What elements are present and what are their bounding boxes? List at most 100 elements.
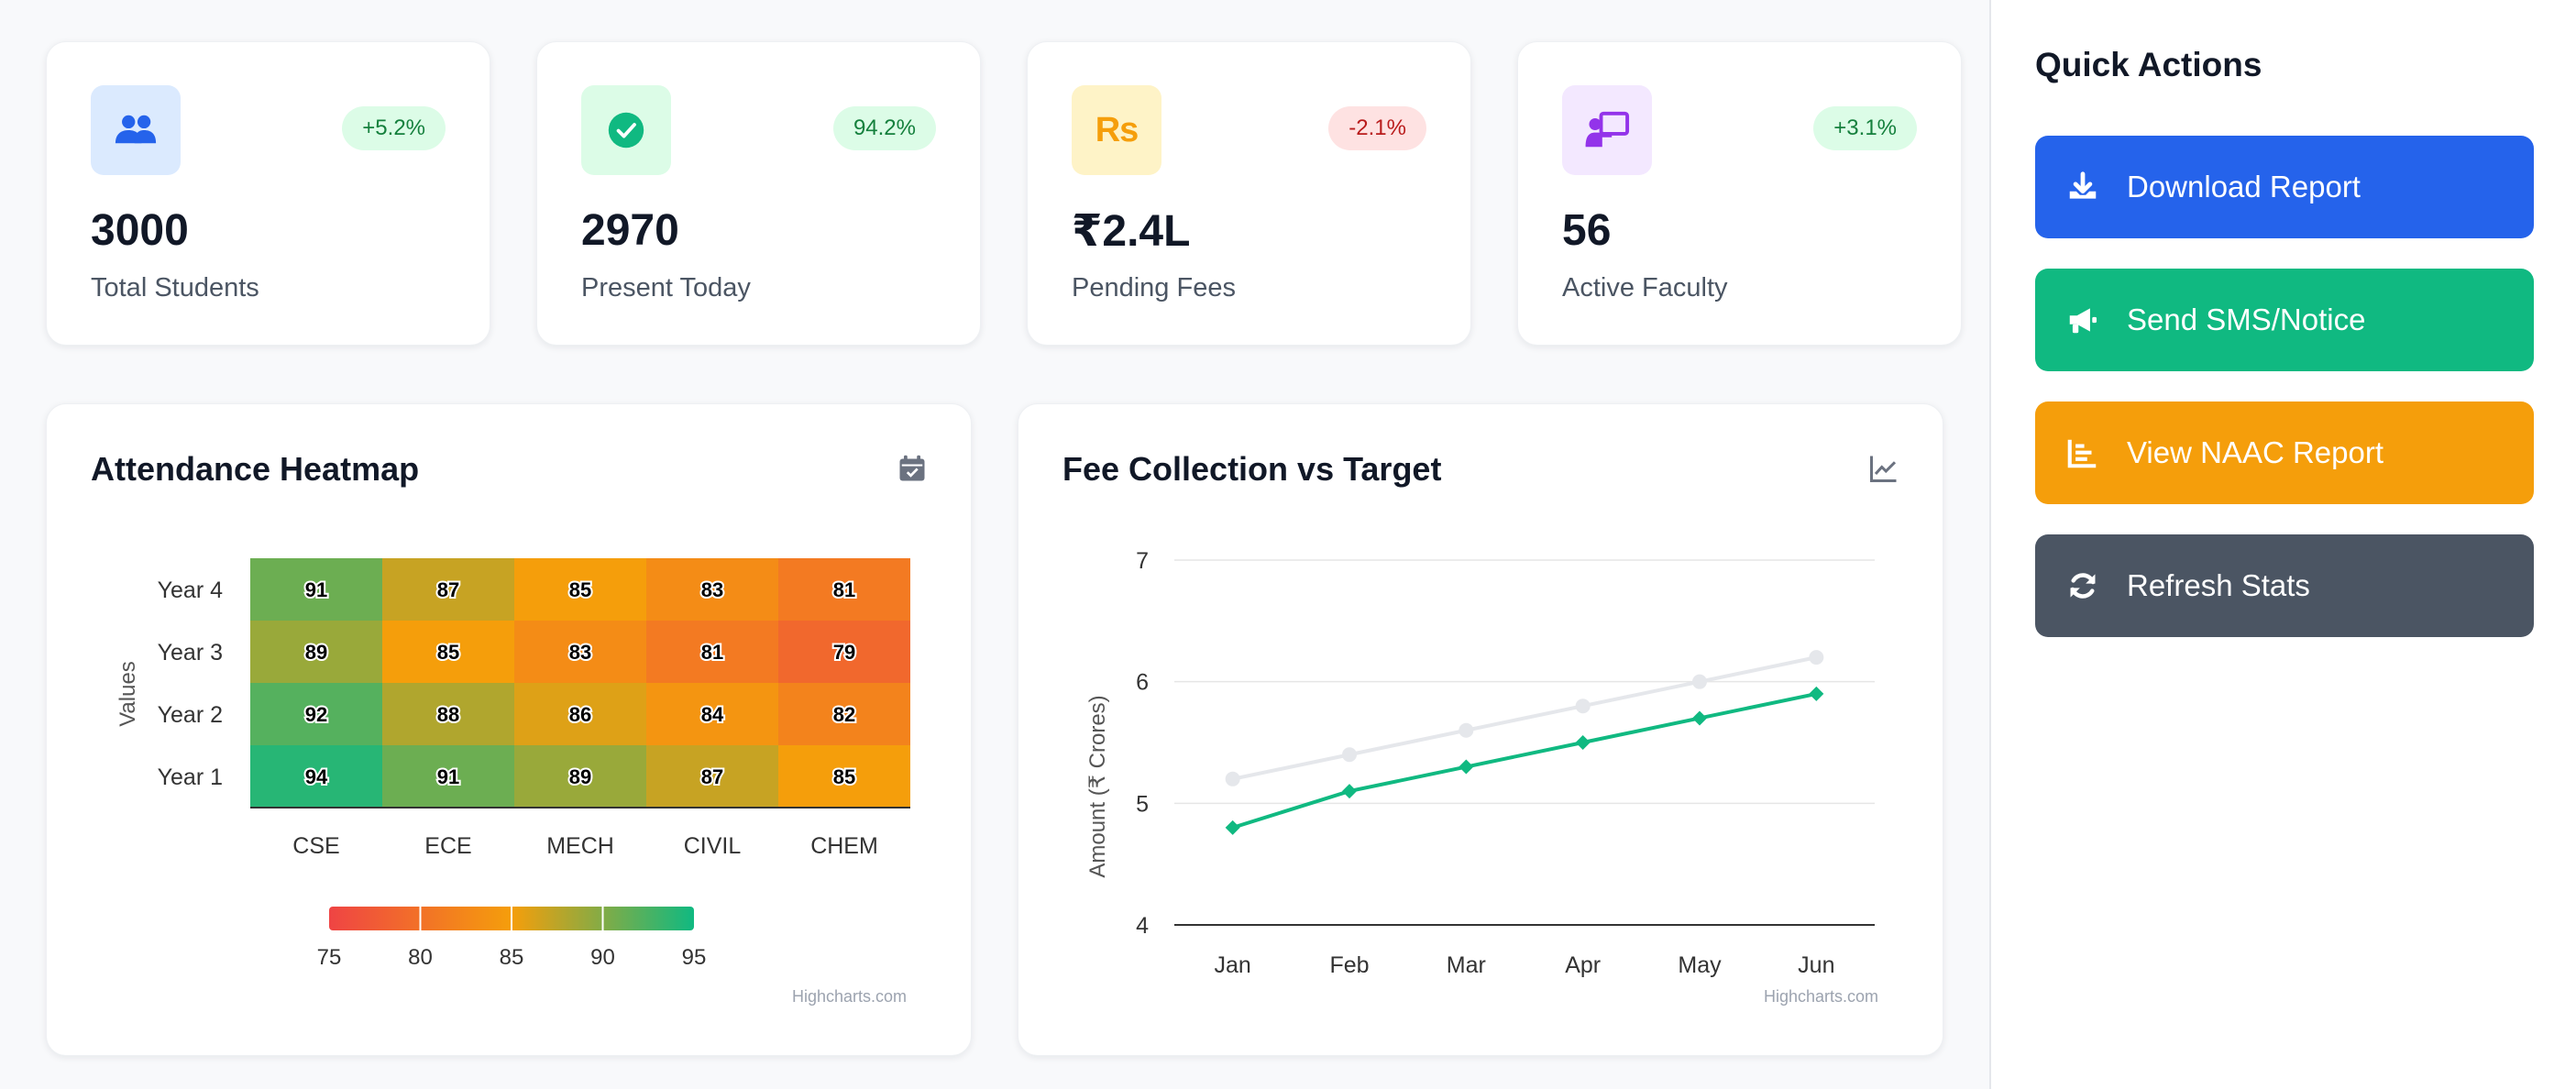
heatmap-x-tick-label: CIVIL	[684, 833, 742, 859]
heatmap-data-label: 91	[305, 578, 327, 601]
heatmap-cell	[382, 621, 514, 683]
fee-point-collection	[1692, 710, 1707, 726]
attendance-heatmap-card: Attendance Heatmap 94 91 89 87 85 Year 1 92 88 8…	[46, 403, 972, 1056]
heatmap-data-label: 82	[833, 703, 855, 726]
heatmap-data-label: 79	[833, 641, 855, 664]
heatmap-y-axis-title: Values	[116, 661, 140, 727]
stat-card: +3.1% 56 Active Faculty	[1517, 41, 1962, 346]
fee-y-tick-label: 6	[1136, 670, 1149, 696]
heatmap-legend-label: 80	[408, 945, 433, 970]
stat-label: Total Students	[91, 273, 259, 302]
download-icon	[2063, 167, 2103, 207]
rupee-icon: Rs	[1072, 85, 1161, 175]
quick-action-refresh-stats-button[interactable]: Refresh Stats	[2035, 534, 2534, 637]
fee-chart-credit[interactable]: Highcharts.com	[1763, 987, 1878, 1006]
heatmap-y-tick-label: Year 3	[158, 640, 223, 666]
heatmap-data-label: 89	[569, 765, 591, 788]
rupee-glyph: Rs	[1095, 110, 1139, 149]
quick-action-view-naac-report-button[interactable]: View NAAC Report	[2035, 402, 2534, 504]
fee-x-tick-label: Apr	[1565, 952, 1601, 978]
fee-line-chart: 4 5 6 7 Jan Feb Mar Apr May Jun Amount (₹ Crores)	[1085, 548, 1875, 978]
heatmap-cell	[514, 558, 646, 621]
stat-label: Active Faculty	[1562, 273, 1728, 302]
fee-series-line-collection	[1232, 691, 1817, 830]
calendar-check-icon[interactable]	[896, 452, 929, 485]
heatmap-cell	[250, 558, 382, 621]
stat-value: ₹2.4L	[1072, 207, 1191, 256]
heatmap-data-label: 85	[569, 578, 591, 601]
heatmap-cell	[250, 683, 382, 745]
fee-point-target	[1342, 747, 1357, 763]
users-icon	[91, 85, 181, 175]
stat-value: 56	[1562, 206, 1612, 255]
fee-collection-card: Fee Collection vs Target 4 5 6 7 Jan Feb Mar Ap…	[1018, 403, 1943, 1056]
heatmap-data-label: 92	[305, 703, 327, 726]
heatmap-x-tick-label: CSE	[292, 833, 339, 859]
fee-point-collection	[1575, 735, 1591, 750]
heatmap-y-tick-label: Year 1	[158, 764, 223, 790]
heatmap-y-tick-label: Year 4	[158, 578, 223, 603]
heatmap-data-label: 86	[569, 703, 591, 726]
heatmap-y-tick-label: Year 2	[158, 702, 223, 728]
stat-change-badge: +5.2%	[342, 106, 446, 150]
line-chart-icon[interactable]	[1867, 452, 1900, 485]
fee-point-target	[1575, 698, 1591, 714]
stat-change-badge: 94.2%	[832, 106, 936, 150]
heatmap-cell	[778, 621, 910, 683]
heatmap-data-label: 83	[701, 578, 723, 601]
stat-label: Pending Fees	[1072, 273, 1236, 302]
heatmap-data-label: 85	[833, 765, 855, 788]
stat-value: 3000	[91, 206, 189, 255]
heatmap-data-label: 89	[305, 641, 327, 664]
teacher-icon	[1562, 85, 1652, 175]
heatmap-cell	[778, 558, 910, 621]
heatmap-credit[interactable]: Highcharts.com	[791, 987, 907, 1006]
fee-x-tick-label: Mar	[1447, 952, 1486, 978]
stat-change-badge: -2.1%	[1328, 106, 1426, 150]
quick-action-label: Send SMS/Notice	[2127, 302, 2366, 336]
heatmap-x-tick-label: ECE	[424, 833, 471, 859]
heatmap-data-label: 83	[569, 641, 591, 664]
stat-card: Rs -2.1% ₹2.4L Pending Fees	[1027, 41, 1471, 346]
heatmap-cell	[382, 558, 514, 621]
fee-x-tick-label: Jun	[1798, 952, 1834, 978]
heatmap-data-label: 87	[701, 765, 723, 788]
heatmap-cell	[646, 621, 778, 683]
quick-action-download-report-button[interactable]: Download Report	[2035, 136, 2534, 238]
fee-y-tick-label: 5	[1136, 791, 1149, 817]
heatmap-cell	[646, 558, 778, 621]
megaphone-icon	[2063, 300, 2103, 340]
stat-card: 94.2% 2970 Present Today	[536, 41, 981, 346]
heatmap-legend-label: 85	[500, 945, 524, 970]
heatmap-cell	[778, 683, 910, 745]
fee-point-collection	[1459, 759, 1474, 775]
heatmap-cell	[646, 683, 778, 745]
fee-y-axis-title: Amount (₹ Crores)	[1085, 695, 1110, 877]
fee-x-tick-label: Jan	[1215, 952, 1251, 978]
heatmap-cell	[514, 745, 646, 808]
fee-point-collection	[1342, 784, 1357, 799]
fee-point-target	[1225, 771, 1240, 786]
heatmap-cell	[250, 745, 382, 808]
bar-chart-icon	[2063, 433, 2103, 473]
fee-series-line-target	[1232, 655, 1817, 781]
heatmap-title: Attendance Heatmap	[91, 450, 420, 488]
heatmap-data-label: 91	[437, 765, 459, 788]
heatmap-data-label: 88	[437, 703, 459, 726]
quick-action-send-sms-notice-button[interactable]: Send SMS/Notice	[2035, 269, 2534, 371]
fee-y-tick-label: 4	[1136, 913, 1149, 939]
heatmap-color-legend-bar	[329, 907, 694, 930]
heatmap-cell	[382, 745, 514, 808]
stat-label: Present Today	[581, 273, 751, 302]
heatmap-data-label: 84	[701, 703, 724, 726]
check-circle-icon	[581, 85, 671, 175]
stat-value: 2970	[581, 206, 679, 255]
fee-x-tick-label: Feb	[1329, 952, 1369, 978]
heatmap-data-label: 87	[437, 578, 459, 601]
heatmap-cell	[514, 683, 646, 745]
fee-point-collection	[1225, 820, 1240, 835]
quick-action-label: View NAAC Report	[2127, 435, 2384, 469]
stat-change-badge: +3.1%	[1813, 106, 1917, 150]
heatmap-cell	[778, 745, 910, 808]
heatmap-x-tick-label: CHEM	[810, 833, 878, 859]
